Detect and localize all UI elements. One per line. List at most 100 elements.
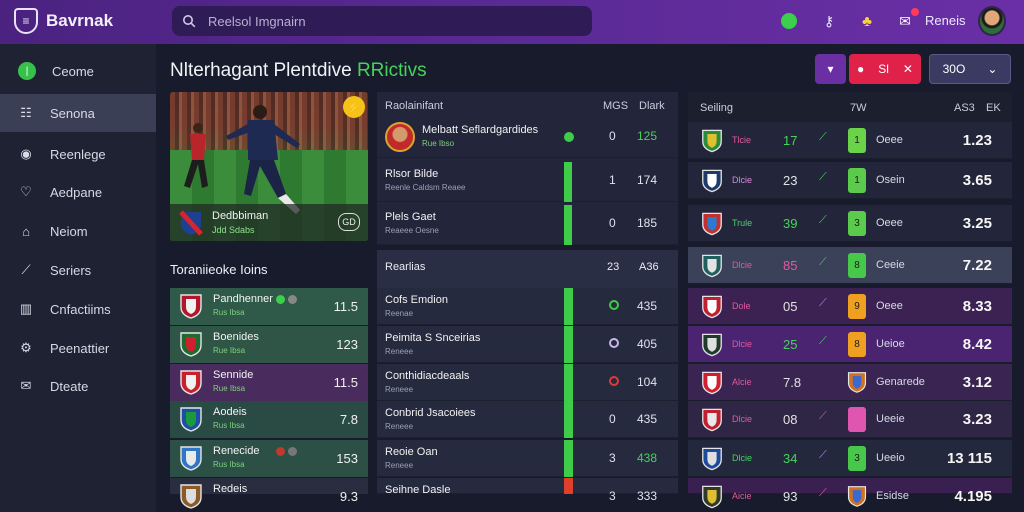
- team-stat-row[interactable]: Trule 39 ⟋ 3 Oeee 3.25: [688, 205, 1012, 242]
- match-title: Melbatt Seflardgardides: [422, 124, 539, 136]
- sidebar-item-aedpane[interactable]: ♡ Aedpane: [0, 173, 156, 211]
- mid-top-header-name: Raolainifant: [385, 100, 444, 112]
- team-score: 4.195: [954, 488, 992, 505]
- team-stat-row[interactable]: Dlcie 25 ⟋ 8 Ueioe 8.42: [688, 326, 1012, 363]
- team-stat-row[interactable]: Dlcie 08 ⟋ Ueeie 3.23: [688, 401, 1012, 438]
- form-dot: [276, 295, 285, 304]
- search-input[interactable]: [208, 13, 568, 29]
- search-icon: [183, 15, 196, 28]
- sidebar-item-peenattier[interactable]: ⚙ Peenattier: [0, 329, 156, 367]
- brand-name: Bavrnak: [46, 11, 114, 30]
- user-name[interactable]: Reneis: [925, 13, 966, 28]
- mid-bottom-header: Rearlias 23 A36: [377, 250, 678, 288]
- left-row[interactable]: Pandhenner Rus Ibsa 11.5: [170, 288, 368, 325]
- match-row[interactable]: Plels Gaet Reaeee Oesne 0 185: [377, 205, 678, 245]
- status-icon[interactable]: [778, 10, 800, 32]
- avatar[interactable]: [978, 6, 1006, 36]
- team-score: 3.65: [962, 172, 992, 189]
- filter-button[interactable]: ● Sl ✕: [849, 54, 921, 84]
- team-stat-row[interactable]: Aicie 93 ⟋ Esidse 4.195: [688, 478, 1012, 509]
- left-row[interactable]: Boenides Rue Ibsa 123: [170, 326, 368, 363]
- circle-icon: |: [18, 62, 36, 80]
- fixture-value: 104: [637, 375, 658, 389]
- sidebar-item-reenlege[interactable]: ◉ Reenlege: [0, 135, 156, 173]
- bell-icon[interactable]: ♣: [862, 12, 872, 30]
- sidebar-item-senona[interactable]: ☷ Senona: [0, 94, 156, 132]
- left-row[interactable]: Renecide Rus Ibsa 153: [170, 440, 368, 477]
- filter-icon: ●: [857, 62, 865, 76]
- rating-chip: 1: [848, 128, 866, 153]
- right-table-header: Seiling 7W AS3 EK: [688, 92, 1012, 122]
- key-icon[interactable]: ⚷: [823, 12, 835, 29]
- left-row[interactable]: Sennide Rue Ibsa 11.5: [170, 364, 368, 401]
- mid-bottom-header-name: Rearlias: [385, 261, 426, 273]
- team-score: 3.25: [962, 215, 992, 232]
- sidebar-item-cnfactiims[interactable]: ▥ Cnfactiims: [0, 290, 156, 328]
- left-row[interactable]: Redeis 9.3: [170, 478, 368, 509]
- match-row[interactable]: Melbatt Seflardgardides Rue Ibso 0 125: [377, 118, 678, 158]
- club-crest-icon: [702, 254, 722, 278]
- sidebar-item-label: Neiom: [50, 223, 88, 239]
- trend-arrow-icon: ⟋: [819, 297, 827, 309]
- fixture-row[interactable]: Reoie Oan Reneee 3 438: [377, 440, 678, 477]
- team-name: Sennide: [213, 369, 254, 381]
- club-crest-icon: [702, 408, 722, 432]
- trend-arrow-icon: ⟋: [819, 410, 827, 422]
- sidebar-item-label: Dteate: [50, 378, 89, 394]
- brand[interactable]: ≡ Bavrnak: [14, 8, 113, 34]
- club-crest-icon: [180, 370, 202, 395]
- team-score: 8.33: [962, 298, 992, 315]
- team-code: Dlcie: [732, 453, 753, 463]
- match-value: 174: [637, 173, 658, 187]
- team-number: 23: [783, 173, 798, 188]
- team-stat-row[interactable]: Dlcie 85 ⟋ 8 Ceeie 7.22: [688, 247, 1012, 284]
- select-dropdown[interactable]: 30O ⌄: [929, 54, 1011, 84]
- fixture-row[interactable]: Cofs Emdion Reenae 435: [377, 288, 678, 325]
- team-stat-row[interactable]: Dole 05 ⟋ 9 Oeee 8.33: [688, 288, 1012, 325]
- team-code: Dole: [732, 301, 751, 311]
- rating-chip: 9: [848, 294, 866, 319]
- search-bar[interactable]: [172, 6, 592, 36]
- match-row[interactable]: Rlsor Bilde Reenle Caldsm Reaee 1 174: [377, 162, 678, 202]
- team-stat-row[interactable]: Tlcie 17 ⟋ 1 Oeee 1.23: [688, 122, 1012, 159]
- message-icon[interactable]: ✉: [894, 8, 919, 32]
- club-crest-icon: [702, 295, 722, 319]
- team-score: 3.23: [962, 411, 992, 428]
- team-stat-row[interactable]: Dlcie 23 ⟋ 1 Osein 3.65: [688, 162, 1012, 199]
- fixture-title: Cofs Emdion: [385, 294, 448, 306]
- fixture-row[interactable]: Peimita S Snceirias Reneee 405: [377, 326, 678, 363]
- rating-chip: 3: [848, 446, 866, 471]
- left-row[interactable]: Aodeis Rus Ibsa 7.8: [170, 401, 368, 438]
- team-subtitle: Rus Ibsa: [213, 308, 245, 317]
- lightning-icon[interactable]: ⚡: [343, 96, 365, 118]
- team-stat-row[interactable]: Alcie 7.8 Genarede 3.12: [688, 364, 1012, 401]
- club-crest-icon: [180, 484, 202, 509]
- mini-crest-icon: [847, 372, 867, 393]
- team-value: 11.5: [333, 375, 358, 390]
- sidebar-item-ceome[interactable]: | Ceome: [0, 52, 156, 90]
- hero-action-button[interactable]: GD: [338, 213, 360, 231]
- club-crest-icon: [180, 446, 202, 471]
- team-value: 123: [336, 337, 358, 352]
- team-stat-row[interactable]: Dlcie 34 ⟋ 3 Ueeio 13 115: [688, 440, 1012, 477]
- hero-card[interactable]: ⚡ Dedbbiman Jdd Sdabs GD: [170, 92, 368, 241]
- sidebar-item-neiom[interactable]: ⌂ Neiom: [0, 212, 156, 250]
- fixture-row[interactable]: Conbrid Jsacoiees Reneee 0 435: [377, 401, 678, 438]
- team-code: Dlcie: [732, 175, 753, 185]
- sidebar-item-dteate[interactable]: ✉ Dteate: [0, 367, 156, 405]
- team-number: 7.8: [783, 375, 802, 390]
- fixture-row[interactable]: Seihne Dasle 3 333: [377, 478, 678, 503]
- club-crest-icon: [702, 169, 722, 193]
- progress-bar: [564, 205, 572, 245]
- club-crest-icon: [702, 212, 722, 236]
- sidebar-item-seriers[interactable]: ⟋ Seriers: [0, 251, 156, 289]
- club-crest-icon: [702, 371, 722, 395]
- mini-crest-icon: [847, 486, 867, 507]
- trend-arrow-icon: ⟋: [819, 131, 827, 143]
- menu-button[interactable]: ▾: [815, 54, 846, 84]
- chevron-down-icon: ▾: [827, 62, 834, 76]
- trend-arrow-icon: ⟋: [819, 256, 827, 268]
- fixture-row[interactable]: Conthidiacdeaals Reneee 104: [377, 364, 678, 401]
- form-dot: [288, 295, 297, 304]
- page-title-accent: RRictivs: [356, 60, 427, 81]
